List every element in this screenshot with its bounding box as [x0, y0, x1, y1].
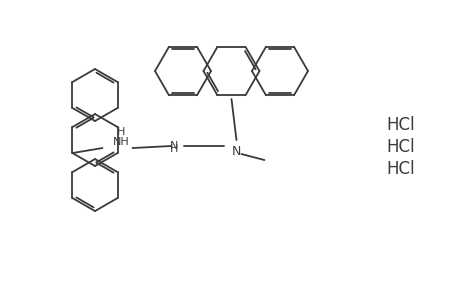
Text: HCl: HCl — [385, 116, 414, 134]
Text: N: N — [170, 141, 178, 151]
Text: HCl: HCl — [385, 138, 414, 156]
Text: H: H — [116, 127, 124, 137]
Text: N: N — [231, 145, 241, 158]
Text: HCl: HCl — [385, 160, 414, 178]
Text: H: H — [170, 144, 178, 154]
Text: NH: NH — [112, 137, 129, 147]
